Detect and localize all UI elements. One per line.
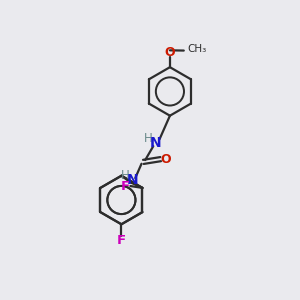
Text: F: F (117, 234, 126, 248)
Text: CH₃: CH₃ (188, 44, 207, 54)
Text: H: H (121, 169, 130, 182)
Text: O: O (165, 46, 175, 59)
Text: N: N (127, 173, 139, 188)
Text: O: O (160, 153, 171, 166)
Text: H: H (144, 132, 153, 145)
Text: F: F (121, 179, 130, 193)
Text: N: N (150, 136, 162, 150)
